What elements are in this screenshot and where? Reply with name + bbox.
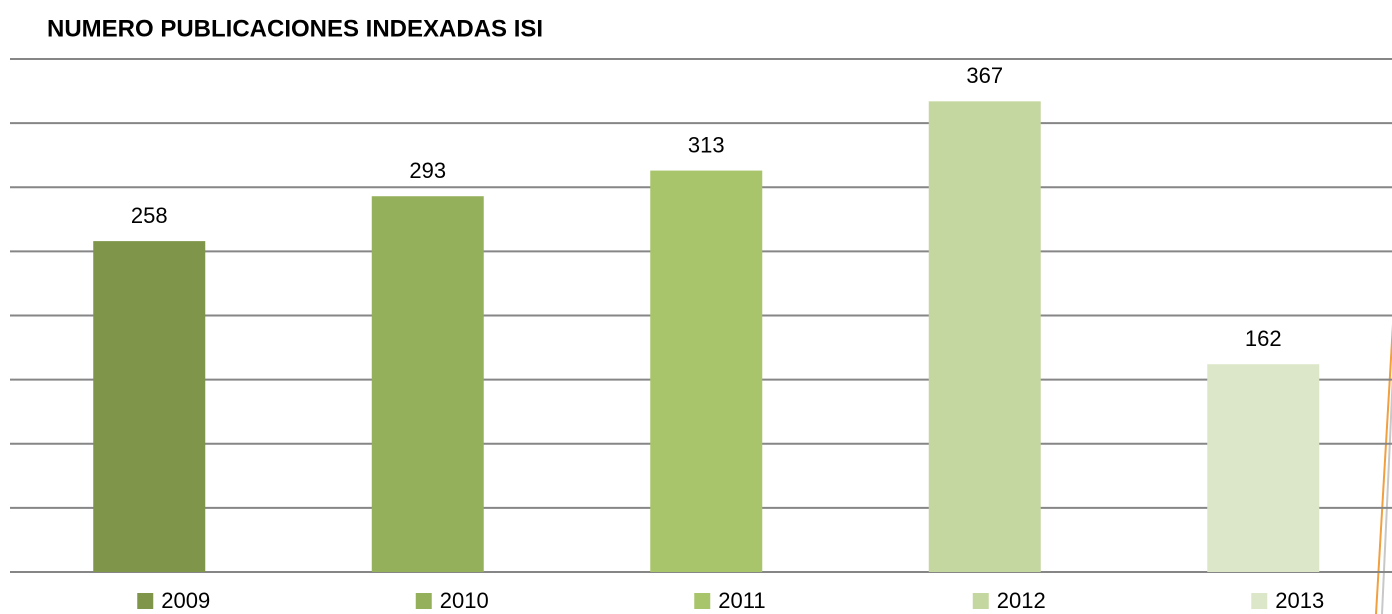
legend-swatch	[137, 593, 154, 609]
legend-swatch	[415, 593, 432, 609]
data-label: 293	[409, 158, 446, 183]
bar	[371, 196, 484, 573]
data-label: 313	[688, 132, 725, 157]
legend-label: 2012	[997, 588, 1046, 613]
bar	[1207, 364, 1320, 572]
legend-label: 2010	[440, 588, 489, 613]
legend-swatch	[1251, 593, 1268, 609]
data-label: 258	[131, 203, 168, 228]
legend-label: 2009	[161, 588, 210, 613]
bar	[928, 101, 1041, 572]
legend-label: 2011	[718, 588, 765, 613]
bar	[650, 170, 763, 572]
chart-title: NUMERO PUBLICACIONES INDEXADAS ISI	[47, 15, 543, 42]
data-label: 162	[1245, 326, 1282, 351]
bar	[93, 241, 206, 573]
legend-swatch	[694, 593, 711, 609]
legend-label: 2013	[1275, 588, 1324, 613]
legend-swatch	[972, 593, 989, 609]
data-label: 367	[966, 63, 1003, 88]
decoration	[1381, 373, 1392, 614]
